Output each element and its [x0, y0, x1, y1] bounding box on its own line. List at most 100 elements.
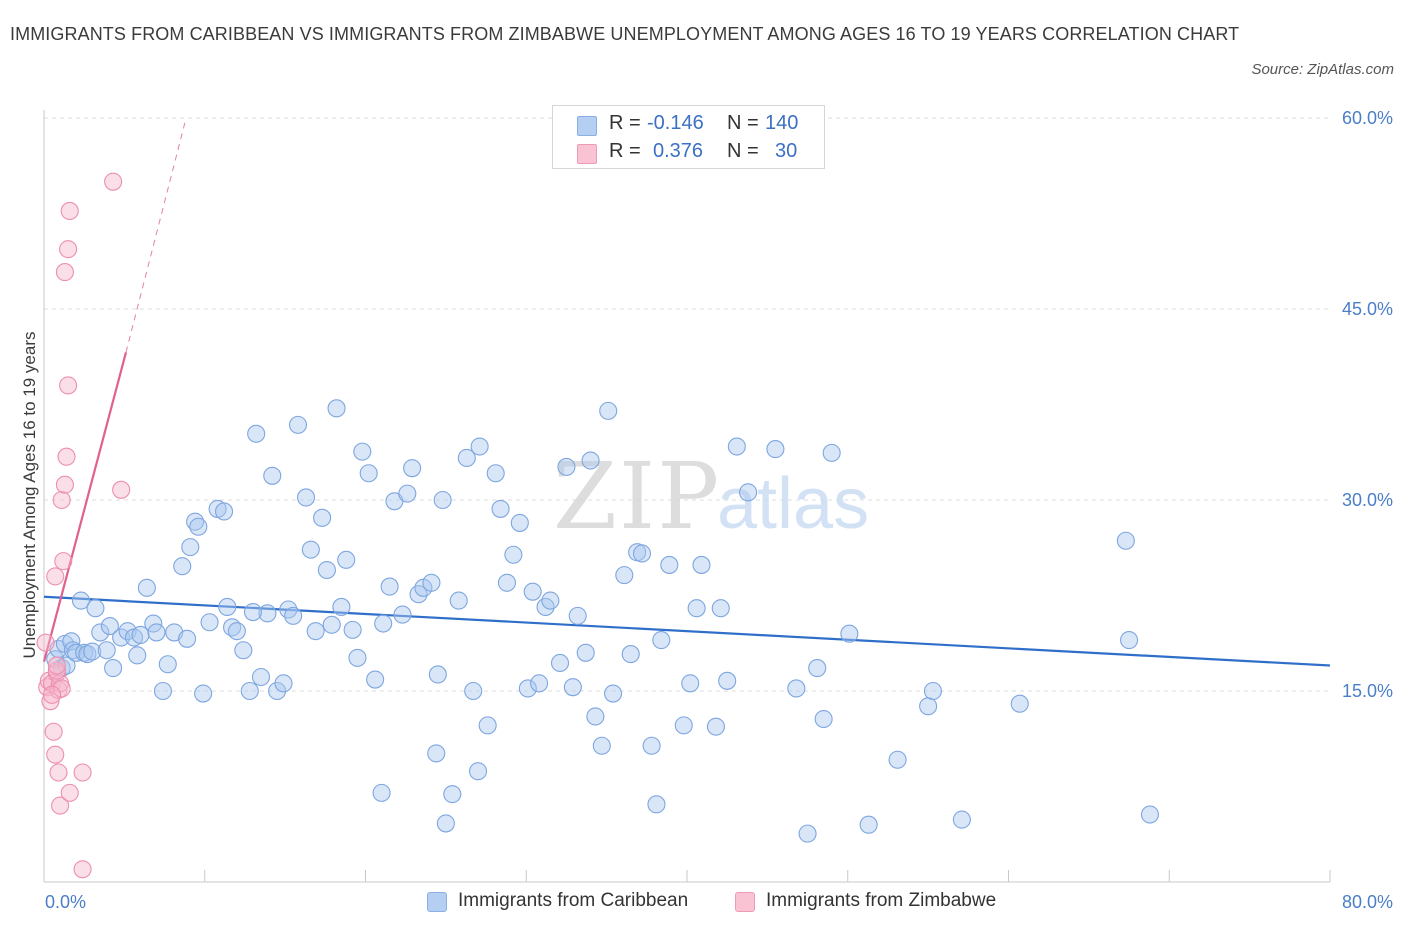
legend-n-label: N = [727, 140, 759, 162]
x-tick-label-min: 0.0% [45, 892, 86, 912]
y-tick-label: 15.0% [1342, 681, 1393, 701]
point-caribbean [615, 566, 634, 585]
point-caribbean [449, 591, 468, 610]
point-caribbean [491, 499, 510, 518]
series-legend: Immigrants from Caribbean Immigrants fro… [0, 890, 1406, 914]
point-caribbean [787, 679, 806, 698]
point-zimbabwe [55, 263, 74, 282]
point-caribbean [1140, 805, 1160, 824]
point-caribbean [258, 604, 277, 623]
point-caribbean [586, 707, 605, 726]
trend-line-zimbabwe [42, 352, 128, 662]
point-caribbean [97, 641, 116, 660]
point-caribbean [422, 573, 441, 592]
legend-r-value: -0.146 [647, 112, 704, 134]
point-caribbean [337, 550, 356, 569]
point-caribbean [301, 540, 320, 559]
point-caribbean [181, 538, 200, 557]
point-caribbean [317, 560, 336, 580]
point-caribbean [568, 606, 587, 625]
point-caribbean [706, 717, 725, 736]
point-caribbean [504, 545, 523, 564]
point-zimbabwe [60, 783, 79, 802]
point-caribbean [186, 512, 205, 531]
point-caribbean [840, 624, 859, 643]
point-caribbean [274, 674, 293, 693]
point-caribbean [486, 464, 505, 483]
point-zimbabwe [60, 201, 79, 221]
point-caribbean [888, 750, 907, 769]
legend-swatch-caribbean [427, 892, 447, 912]
point-caribbean [952, 810, 971, 829]
series-caribbean-points [46, 399, 1160, 843]
point-zimbabwe [55, 475, 74, 494]
grid-lines [44, 117, 1330, 692]
point-zimbabwe [59, 376, 78, 395]
point-caribbean [510, 513, 529, 532]
point-zimbabwe [104, 172, 123, 191]
x-tick-marks [43, 870, 1331, 882]
point-caribbean [62, 632, 81, 651]
series-zimbabwe-points [36, 172, 131, 879]
point-caribbean [240, 681, 259, 701]
point-caribbean [660, 555, 679, 574]
point-caribbean [433, 490, 452, 510]
point-zimbabwe [49, 763, 68, 782]
point-caribbean [353, 442, 372, 461]
point-caribbean [599, 401, 618, 420]
point-caribbean [322, 615, 341, 634]
point-caribbean [518, 679, 537, 698]
point-zimbabwe [52, 490, 71, 510]
x-tick-label-max: 80.0% [1342, 892, 1393, 912]
point-caribbean [227, 622, 246, 641]
point-caribbean [436, 814, 455, 833]
trend-line-zimbabwe-extension [125, 120, 186, 353]
point-caribbean [78, 645, 97, 664]
point-caribbean [343, 620, 362, 639]
legend-n-value: 140 [765, 112, 799, 134]
point-caribbean [604, 684, 623, 703]
point-caribbean [497, 573, 517, 592]
point-zimbabwe [47, 661, 66, 680]
correlation-legend: R = -0.146 N = 140 R = 0.376 N = 30 [552, 105, 825, 169]
point-caribbean [798, 824, 817, 843]
point-zimbabwe [46, 567, 65, 586]
point-caribbean [288, 415, 308, 434]
point-caribbean [457, 448, 476, 468]
chart-source: Source: ZipAtlas.com [1251, 61, 1394, 78]
point-caribbean [173, 557, 192, 576]
point-caribbean [550, 653, 570, 673]
point-zimbabwe [51, 796, 70, 815]
point-caribbean [919, 697, 938, 716]
point-caribbean [263, 466, 282, 485]
watermark: ZIP atlas [553, 443, 869, 550]
point-caribbean [178, 629, 197, 648]
point-caribbean [327, 399, 346, 418]
legend-swatch-blue [577, 116, 597, 136]
point-caribbean [523, 582, 542, 601]
point-caribbean [71, 591, 91, 610]
point-caribbean [642, 736, 661, 755]
trend-line-caribbean [43, 595, 1331, 667]
point-caribbean [128, 646, 147, 665]
point-caribbean [214, 502, 234, 521]
point-caribbean [632, 544, 652, 563]
point-zimbabwe [44, 722, 63, 741]
legend-r-value: 0.376 [653, 140, 704, 162]
point-caribbean [464, 681, 483, 701]
point-caribbean [428, 665, 447, 684]
point-caribbean [153, 681, 173, 701]
point-caribbean [251, 667, 271, 687]
point-caribbean [1120, 631, 1139, 650]
point-caribbean [468, 762, 488, 781]
point-caribbean [859, 815, 878, 834]
point-caribbean [393, 605, 412, 624]
point-caribbean [158, 655, 177, 674]
point-caribbean [711, 599, 730, 618]
legend-swatch-zimbabwe [735, 892, 755, 912]
point-caribbean [478, 716, 497, 735]
point-zimbabwe [59, 240, 78, 259]
point-caribbean [306, 622, 325, 641]
chart-title: IMMIGRANTS FROM CARIBBEAN VS IMMIGRANTS … [10, 24, 1240, 44]
point-caribbean [692, 555, 711, 574]
